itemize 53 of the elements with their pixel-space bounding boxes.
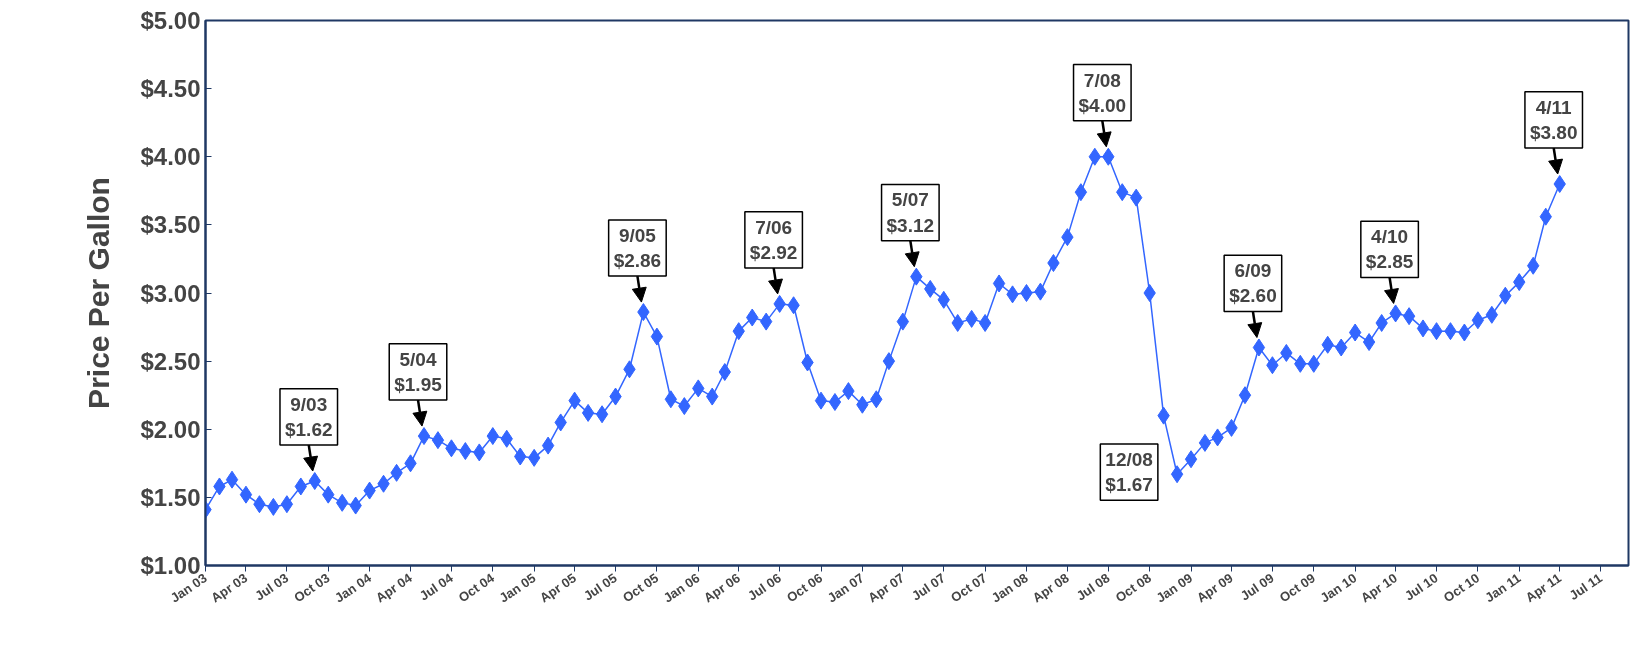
y-tick-label: $3.50 bbox=[140, 211, 201, 239]
x-tick-label: Oct 06 bbox=[783, 570, 826, 606]
x-tick-label: Jan 08 bbox=[988, 570, 1031, 606]
x-tick-label: Jul 03 bbox=[252, 570, 292, 604]
annotation: 7/06 $2.92 bbox=[749, 216, 798, 263]
x-tick-label: Oct 07 bbox=[948, 570, 990, 606]
x-tick-label: Jan 04 bbox=[331, 569, 375, 606]
x-tick-label: Apr 08 bbox=[1029, 570, 1072, 606]
y-tick-label: $4.50 bbox=[140, 75, 201, 103]
y-tick-label: $2.00 bbox=[140, 415, 201, 443]
x-tick-label: Oct 03 bbox=[291, 570, 333, 606]
x-tick-label: Jan 05 bbox=[496, 570, 539, 606]
y-tick-label: $2.50 bbox=[140, 347, 201, 375]
x-tick-label: Jul 11 bbox=[1566, 570, 1605, 604]
annotation: 5/04 $1.95 bbox=[394, 348, 443, 396]
x-tick-label: Jul 04 bbox=[416, 569, 457, 604]
annotation: 9/03 $1.62 bbox=[284, 393, 333, 441]
x-tick-label: Apr 10 bbox=[1357, 570, 1400, 606]
x-tick-label: Oct 08 bbox=[1112, 570, 1154, 606]
x-tick-label: Apr 07 bbox=[865, 570, 908, 606]
x-tick-label: Apr 03 bbox=[208, 570, 251, 606]
x-tick-label: Jan 10 bbox=[1317, 570, 1360, 606]
x-tick-label: Jan 09 bbox=[1153, 570, 1196, 606]
x-tick-label: Apr 05 bbox=[537, 570, 579, 606]
y-tick-label: $1.50 bbox=[140, 483, 201, 511]
x-tick-label: Apr 06 bbox=[701, 570, 743, 606]
x-tick-label: Jul 07 bbox=[909, 570, 948, 604]
y-tick-label: $5.00 bbox=[140, 7, 201, 34]
x-tick-label: Apr 11 bbox=[1522, 570, 1564, 606]
y-tick-label: $3.00 bbox=[140, 279, 201, 307]
x-tick-label: Jul 09 bbox=[1237, 570, 1277, 604]
x-tick-label: Oct 04 bbox=[455, 569, 498, 606]
annotation: 12/08 $1.67 bbox=[1105, 449, 1153, 496]
x-tick-label: Jan 07 bbox=[824, 570, 867, 606]
x-tick-label: Jul 10 bbox=[1401, 570, 1441, 604]
annotation: 4/10 $2.85 bbox=[1365, 226, 1414, 273]
annotation: 7/08 $4.00 bbox=[1078, 69, 1127, 116]
x-tick-label: Jul 05 bbox=[580, 570, 620, 604]
y-axis-title: Price Per Gallon bbox=[82, 177, 116, 409]
x-tick-label: Oct 05 bbox=[619, 570, 662, 606]
y-tick-label: $4.00 bbox=[140, 143, 201, 171]
x-tick-label: Apr 09 bbox=[1193, 570, 1236, 606]
annotation: 5/07 $3.12 bbox=[886, 189, 935, 236]
annotation: 9/05 $2.86 bbox=[613, 224, 662, 272]
annotation: 6/09 $2.60 bbox=[1229, 260, 1277, 307]
x-tick-label: Jan 11 bbox=[1482, 570, 1524, 606]
x-tick-label: Jul 08 bbox=[1073, 570, 1113, 604]
x-tick-label: Oct 09 bbox=[1276, 570, 1318, 606]
x-tick-label: Jan 06 bbox=[660, 570, 703, 606]
x-tick-label: Apr 04 bbox=[372, 569, 416, 606]
x-tick-label: Jul 06 bbox=[744, 570, 784, 604]
x-tick-label: Oct 10 bbox=[1440, 570, 1483, 606]
annotation: 4/11 $3.80 bbox=[1529, 96, 1578, 143]
